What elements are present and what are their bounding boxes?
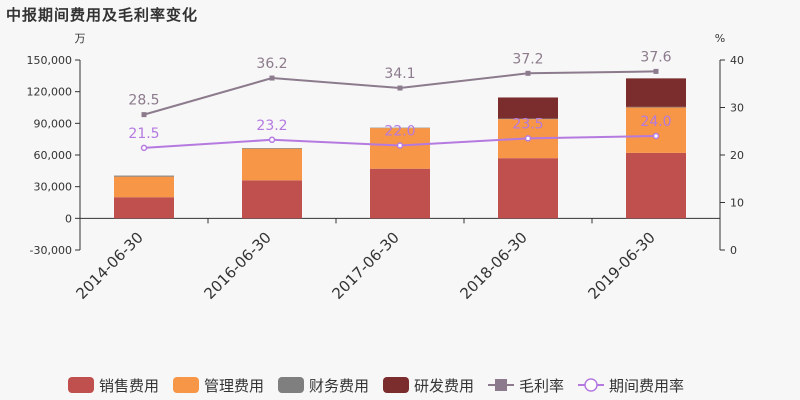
line-point <box>524 135 532 142</box>
data-label: 23.2 <box>256 118 287 134</box>
x-tick-label: 2017-06-30 <box>328 228 402 302</box>
y-left-tick-label: 0 <box>65 212 72 225</box>
line-point <box>268 136 276 144</box>
bar-segment <box>242 148 302 149</box>
data-label: 36.2 <box>256 56 287 72</box>
bar-segment <box>626 152 686 219</box>
legend-marker <box>584 378 598 392</box>
bar-segment <box>498 118 558 120</box>
y-right-tick-label: 30 <box>730 102 744 115</box>
y-left-tick-label: 120,000 <box>27 86 73 99</box>
bar-segment <box>498 158 558 219</box>
line-point <box>269 75 275 81</box>
data-label: 37.2 <box>512 51 543 67</box>
bar-segment <box>242 148 302 181</box>
data-label: 22.0 <box>384 124 415 140</box>
y-right-tick-label: 40 <box>730 54 744 67</box>
y-right-tick-label: 0 <box>730 244 737 257</box>
line-point <box>140 144 148 152</box>
x-tick-label: 2014-06-30 <box>72 228 146 302</box>
y-right-tick-label: 10 <box>730 197 744 210</box>
data-label: 21.5 <box>128 126 159 142</box>
legend-swatch <box>278 377 304 393</box>
data-label: 23.5 <box>512 116 543 132</box>
bar-segment <box>626 78 686 107</box>
x-tick-label: 2018-06-30 <box>456 228 530 302</box>
bar-segment <box>114 175 174 177</box>
data-label: 34.1 <box>384 66 415 82</box>
legend-swatch <box>383 377 409 393</box>
legend-label: 研发费用 <box>414 377 474 395</box>
bar-segment <box>626 106 686 108</box>
line-point <box>652 132 660 140</box>
legend-swatch <box>68 377 94 393</box>
legend-swatch <box>173 377 199 393</box>
legend-label: 管理费用 <box>204 377 264 395</box>
legend-label: 期间费用率 <box>609 377 684 395</box>
y-left-unit: 万 <box>75 32 86 45</box>
legend-marker <box>495 379 507 391</box>
line-point <box>141 112 147 118</box>
y-left-tick-label: 60,000 <box>34 149 73 162</box>
y-left-tick-label: 90,000 <box>34 117 73 130</box>
y-left-tick-label: 150,000 <box>27 54 73 67</box>
line-point <box>396 142 404 149</box>
line-point <box>525 70 531 76</box>
legend-label: 销售费用 <box>99 377 159 395</box>
line-point <box>653 68 659 74</box>
legend-label: 财务费用 <box>309 377 369 395</box>
y-right-unit: % <box>715 32 725 45</box>
data-label: 28.5 <box>128 93 159 109</box>
y-left-tick-label: -30,000 <box>30 244 72 257</box>
data-label: 24.0 <box>640 114 671 130</box>
line-point <box>397 85 403 91</box>
bar-segment <box>498 97 558 119</box>
y-left-tick-label: 30,000 <box>34 181 73 194</box>
x-tick-label: 2019-06-30 <box>584 228 658 302</box>
y-right-tick-label: 20 <box>730 149 744 162</box>
bar-segment <box>114 197 174 219</box>
x-tick-label: 2016-06-30 <box>200 228 274 302</box>
chart-title: 中报期间费用及毛利率变化 <box>6 6 199 24</box>
bar-segment <box>370 168 430 219</box>
bar-segment <box>114 176 174 198</box>
bar-segment <box>626 107 686 153</box>
legend-label: 毛利率 <box>519 377 564 395</box>
bar-segment <box>242 180 302 219</box>
data-label: 37.6 <box>640 49 671 65</box>
